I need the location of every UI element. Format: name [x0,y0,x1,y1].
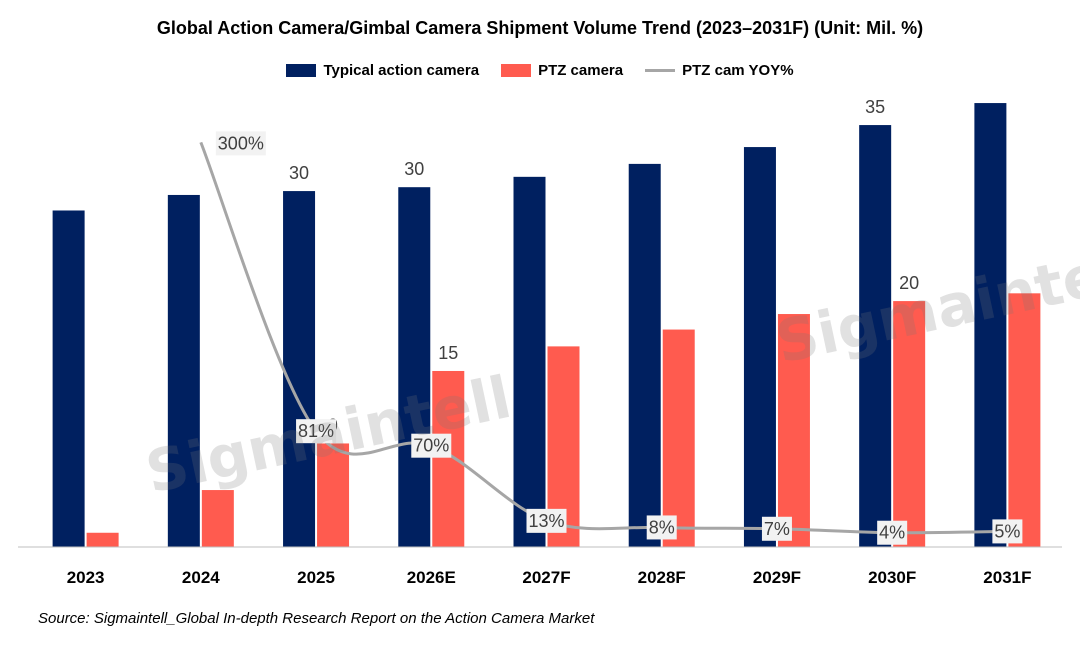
yoy-label-2025: 81% [298,421,334,441]
x-tick-label-2028F: 2028F [638,568,686,587]
bar-typical-2031F [974,103,1007,547]
bar-typical-2029F [743,147,776,547]
yoy-label-2027F: 13% [528,511,564,531]
yoy-label-bg-2026E [411,433,452,458]
bar-ptz-2030F [893,301,926,547]
x-tick-label-2027F: 2027F [522,568,570,587]
yoy-label-bg-2030F [877,520,908,545]
x-tick-label-2024: 2024 [182,568,220,587]
yoy-label-bg-2025 [296,419,337,444]
x-tick-label-2030F: 2030F [868,568,916,587]
yoy-label-2030F: 4% [879,523,905,543]
legend-label-yoy: PTZ cam YOY% [682,62,794,79]
yoy-label-bg-2028F [646,515,677,540]
x-tick-label-2025: 2025 [297,568,335,587]
x-tick-label-2026E: 2026E [407,568,456,587]
legend-label-typical: Typical action camera [323,62,480,79]
yoy-label-bg-2029F [761,516,792,541]
source-note: Source: Sigmaintell_Global In-depth Rese… [38,610,595,627]
yoy-label-2024: 300% [218,133,264,153]
legend-swatch-ptz [501,64,532,77]
legend-swatch-yoy [645,69,676,72]
data-label-typical-2025: 30 [289,163,309,183]
bar-typical-2028F [628,163,661,548]
bar-ptz-2024 [201,490,234,547]
data-label-ptz-2030F: 20 [899,273,919,293]
x-tick-label-2029F: 2029F [753,568,801,587]
yoy-label-2031F: 5% [994,521,1020,541]
yoy-label-2028F: 8% [649,517,675,537]
legend-item-typical: Typical action camera [286,62,479,79]
bar-typical-2027F [513,176,546,547]
x-tick-label-2023: 2023 [67,568,105,587]
bar-ptz-2025 [317,443,350,547]
bar-ptz-2031F [1008,293,1041,547]
bar-ptz-2026E [432,370,465,547]
bar-ptz-2023 [86,532,119,547]
data-label-typical-2026E: 30 [404,159,424,179]
bar-typical-2024 [167,194,200,547]
data-label-typical-2030F: 35 [865,97,885,117]
chart-canvas: 303035915202023202420252026E2027F2028F20… [18,97,1062,587]
yoy-label-bg-2031F [992,519,1023,544]
bar-typical-2030F [859,125,892,547]
yoy-label-2029F: 7% [764,519,790,539]
x-tick-label-2031F: 2031F [983,568,1031,587]
bar-ptz-2028F [662,329,695,547]
yoy-label-bg-2027F [526,508,567,533]
bar-typical-2023 [52,210,85,547]
bar-typical-2025 [283,191,316,548]
legend-swatch-typical [286,64,317,77]
bar-typical-2026E [398,187,431,547]
yoy-label-2026E: 70% [413,436,449,456]
bar-ptz-2029F [777,314,810,547]
legend-label-ptz: PTZ camera [538,62,624,79]
yoy-label-bg-2024 [215,131,266,156]
chart-title: Global Action Camera/Gimbal Camera Shipm… [156,18,924,38]
legend: Typical action camera PTZ camera PTZ cam… [0,62,1080,79]
data-label-ptz-2026E: 15 [438,343,458,363]
legend-item-ptz: PTZ camera [501,62,623,79]
legend-item-yoy: PTZ cam YOY% [645,62,794,79]
